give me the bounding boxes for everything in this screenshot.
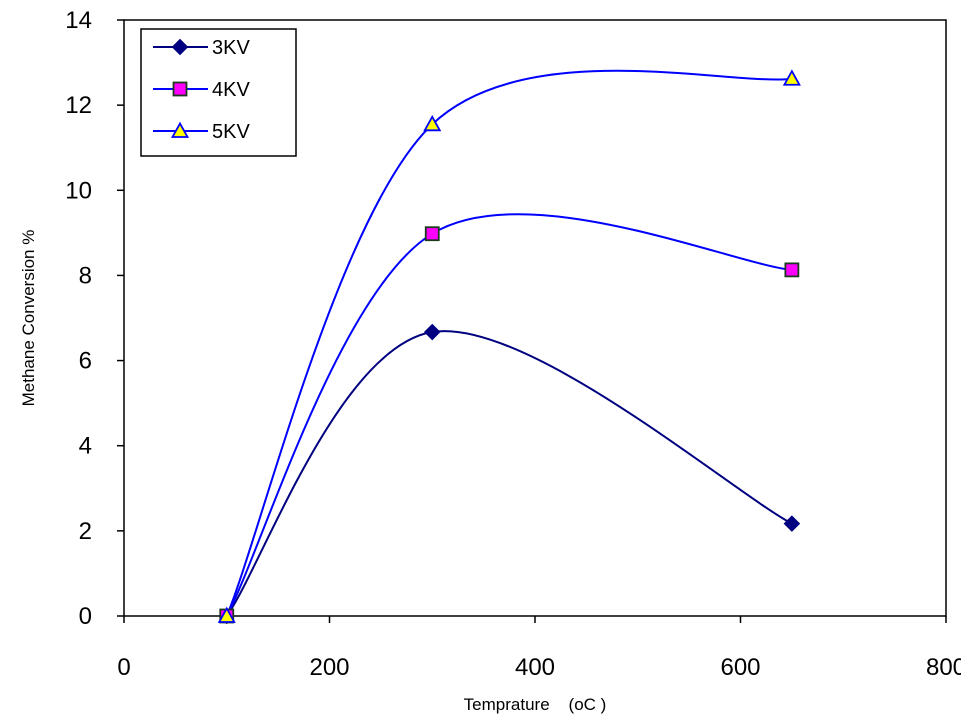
x-tick-label: 400 xyxy=(515,654,555,681)
legend: 3KV 4KV 5KV xyxy=(140,28,297,157)
legend-label: 4KV xyxy=(212,79,250,101)
legend-marker xyxy=(170,121,190,138)
legend-label: 5KV xyxy=(212,121,250,143)
data-point-3kv xyxy=(783,515,801,532)
x-axis: 0 200 400 600 800 xyxy=(117,616,961,681)
y-tick-label: 12 xyxy=(65,92,92,119)
y-axis: 0 2 4 6 8 10 12 14 xyxy=(65,7,124,630)
y-tick-label: 8 xyxy=(79,262,92,289)
legend-box xyxy=(140,28,297,157)
y-tick-label: 0 xyxy=(79,603,92,630)
x-tick-label: 600 xyxy=(720,654,760,681)
marker-layer xyxy=(217,69,801,625)
y-tick-label: 10 xyxy=(65,177,92,204)
y-axis-label: Methane Conversion % xyxy=(19,230,38,407)
legend-label: 3KV xyxy=(212,37,250,59)
data-point-5kv xyxy=(217,606,236,623)
y-tick-label: 2 xyxy=(79,518,92,545)
y-tick-label: 4 xyxy=(79,433,92,460)
x-axis-label: Temprature (oC ) xyxy=(464,695,607,714)
x-tick-label: 800 xyxy=(926,654,961,681)
legend-marker xyxy=(171,38,189,56)
data-point-5kv xyxy=(782,69,801,86)
y-tick-label: 14 xyxy=(65,7,92,34)
data-point-3kv xyxy=(423,323,441,341)
data-point-4kv xyxy=(784,262,800,278)
legend-marker xyxy=(172,81,188,97)
data-point-5kv xyxy=(423,114,442,132)
x-tick-label: 200 xyxy=(309,654,349,681)
y-tick-label: 6 xyxy=(79,348,92,375)
x-tick-label: 0 xyxy=(117,654,130,681)
data-point-4kv xyxy=(424,226,440,242)
